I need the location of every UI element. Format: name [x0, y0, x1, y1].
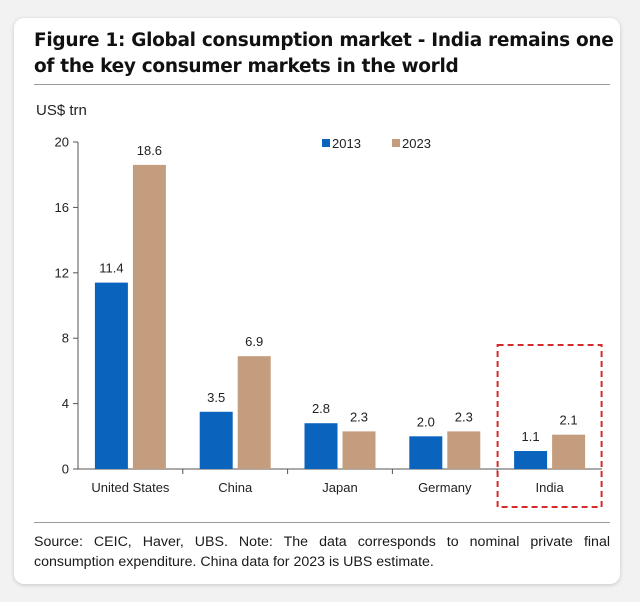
bar-chart: US$ trn 0 4 8 12 16 20 United States China Japan… — [36, 102, 603, 508]
title-divider — [34, 84, 610, 85]
bar-2013-germany — [409, 436, 443, 469]
bar-2023-china — [237, 356, 271, 469]
source-note: Source: CEIC, Haver, UBS. Note: The data… — [34, 534, 610, 570]
y-tick-label: 4 — [62, 396, 69, 411]
bar-2023-germany — [447, 431, 481, 469]
y-axis-unit-label: US$ trn — [36, 102, 87, 119]
figure-card: Figure 1: Global consumption market - In… — [14, 18, 620, 584]
data-label: 11.4 — [99, 261, 123, 276]
legend-swatch-2013 — [322, 139, 330, 147]
x-category-label: Japan — [322, 480, 357, 495]
bar-2013-japan — [304, 423, 338, 469]
x-category-label: China — [218, 480, 253, 495]
data-label: 3.5 — [207, 390, 225, 405]
bar-2023-japan — [342, 431, 376, 469]
x-category-label: Germany — [418, 480, 472, 495]
data-label: 2.1 — [560, 413, 578, 428]
bar-2023-united-states — [132, 164, 166, 469]
data-label: 2.3 — [350, 409, 368, 424]
x-category-label: United States — [91, 480, 170, 495]
legend-label-2013: 2013 — [332, 136, 361, 151]
data-label: 6.9 — [245, 334, 263, 349]
data-label: 2.8 — [312, 401, 330, 416]
chart-legend: 2013 2023 — [322, 136, 431, 151]
y-tick-label: 20 — [55, 135, 69, 150]
chart-bars: 11.4 18.6 3.5 6.9 2.8 2.3 2.0 2.3 1.1 2.1 — [94, 143, 586, 469]
y-tick-label: 8 — [62, 331, 69, 346]
data-label: 2.3 — [455, 409, 473, 424]
y-tick-label: 16 — [55, 200, 69, 215]
legend-swatch-2023 — [392, 139, 400, 147]
bar-2023-india — [552, 434, 586, 469]
legend-label-2023: 2023 — [402, 136, 431, 151]
figure-title: Figure 1: Global consumption market - In… — [34, 30, 614, 77]
bar-2013-united-states — [94, 282, 128, 469]
x-category-label: India — [535, 480, 564, 495]
y-tick-label: 0 — [62, 462, 69, 477]
india-highlight-box — [496, 344, 603, 508]
data-label: 1.1 — [522, 429, 540, 444]
bar-2013-india — [514, 451, 548, 469]
data-label: 2.0 — [417, 414, 435, 429]
data-label: 18.6 — [137, 143, 162, 158]
bar-2013-china — [199, 411, 233, 469]
source-divider — [34, 522, 610, 523]
y-tick-label: 12 — [55, 265, 69, 280]
